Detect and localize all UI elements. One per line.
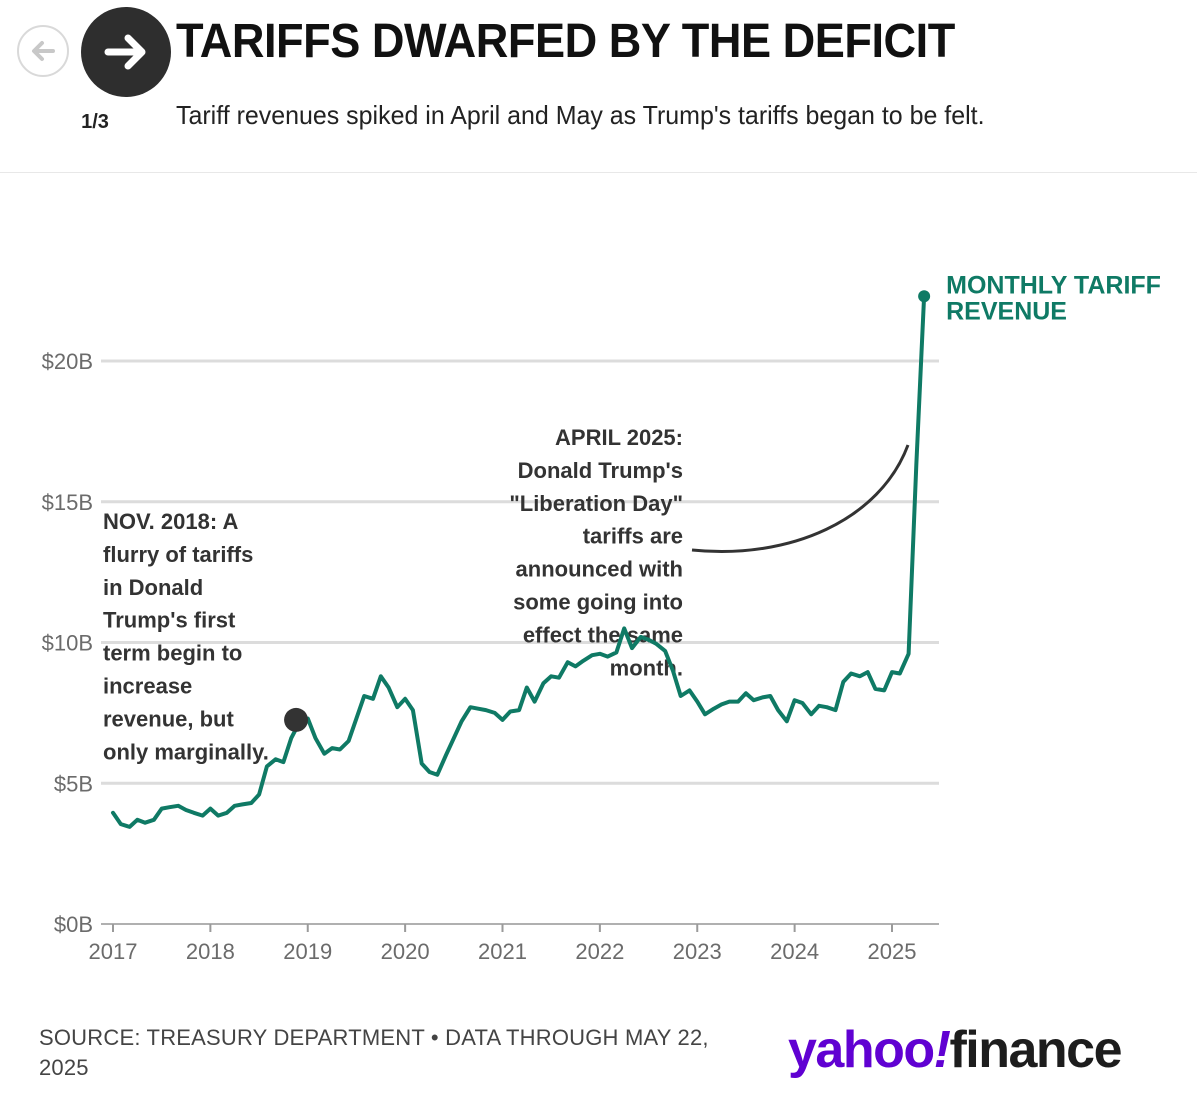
next-slide-button[interactable] <box>81 7 171 97</box>
annotation-line: flurry of tariffs <box>103 542 253 567</box>
x-tick-label: 2017 <box>89 939 138 964</box>
series-label: MONTHLY TARIFF REVENUE <box>946 271 1161 325</box>
page-subtitle: Tariff revenues spiked in April and May … <box>176 100 985 130</box>
gridlines <box>101 359 939 925</box>
annotation-line: "Liberation Day" <box>509 491 683 516</box>
page-title: TARIFFS DWARFED BY THE DEFICIT <box>176 15 955 68</box>
x-tick-label: 2021 <box>478 939 527 964</box>
annotation-line: tariffs are <box>583 524 683 549</box>
annotation-line: Donald Trump's <box>518 458 683 483</box>
annotation-line: Trump's first <box>103 608 236 633</box>
header-divider <box>0 172 1197 173</box>
x-axis-tick-labels: 2017 2018 2019 2020 2021 2022 2023 2024 2025 <box>89 924 917 964</box>
logo-finance: finance <box>949 1021 1122 1079</box>
series-end-point <box>918 290 931 303</box>
annotation-line: revenue, but <box>103 706 234 731</box>
y-tick-label: $15B <box>42 490 93 515</box>
logo-yahoo: yahoo <box>788 1021 935 1079</box>
annotation-line: announced with <box>516 557 683 582</box>
y-tick-label: $5B <box>54 771 93 796</box>
x-tick-label: 2022 <box>575 939 624 964</box>
y-tick-label: $0B <box>54 912 93 937</box>
previous-slide-button[interactable] <box>17 25 69 77</box>
series-line <box>111 294 927 829</box>
annotation-line: term begin to <box>103 641 242 666</box>
series-monthly-tariff-revenue: MONTHLY TARIFF REVENUE <box>111 271 1161 829</box>
tariff-revenue-chart: $0B$5B$10B$15B$20B 2017 2018 2019 2020 2021 2… <box>42 271 1161 964</box>
y-tick-label: $10B <box>42 631 93 656</box>
series-label-line: MONTHLY TARIFF <box>946 271 1161 299</box>
x-tick-label: 2019 <box>283 939 332 964</box>
x-tick-label: 2020 <box>381 939 430 964</box>
y-axis-tick-labels: $0B $5B $10B $15B $20B <box>42 349 93 937</box>
x-tick-label: 2023 <box>673 939 722 964</box>
slide-counter: 1/3 <box>81 111 109 133</box>
arrow-left-icon <box>32 41 55 61</box>
annotation-april-2025-connector <box>691 444 910 553</box>
logo-bang: ! <box>933 1021 951 1079</box>
annotations: NOV. 2018: A flurry of tariffs in Donald Tr… <box>103 425 910 764</box>
annotation-line: APRIL 2025: <box>555 425 683 450</box>
arrow-right-icon <box>104 34 146 70</box>
annotation-line: only marginally. <box>103 739 269 764</box>
annotation-nov-2018-marker <box>284 707 309 732</box>
y-tick-label: $20B <box>42 349 93 374</box>
x-tick-label: 2018 <box>186 939 235 964</box>
annotation-line: in Donald <box>103 575 203 600</box>
annotation-april-2025: APRIL 2025: Donald Trump's "Liberation Day… <box>509 425 683 680</box>
annotation-line: increase <box>103 674 192 699</box>
x-tick-label: 2025 <box>868 939 917 964</box>
annotation-line: some going into <box>513 590 683 615</box>
annotation-line: NOV. 2018: A <box>103 509 238 534</box>
annotation-nov-2018: NOV. 2018: A flurry of tariffs in Donald Tr… <box>103 509 269 764</box>
series-label-line: REVENUE <box>946 297 1067 325</box>
source-note: SOURCE: TREASURY DEPARTMENT • DATA THROU… <box>39 1025 709 1080</box>
x-tick-label: 2024 <box>770 939 819 964</box>
yahoo-finance-logo: yahoo!finance <box>788 1020 1123 1080</box>
